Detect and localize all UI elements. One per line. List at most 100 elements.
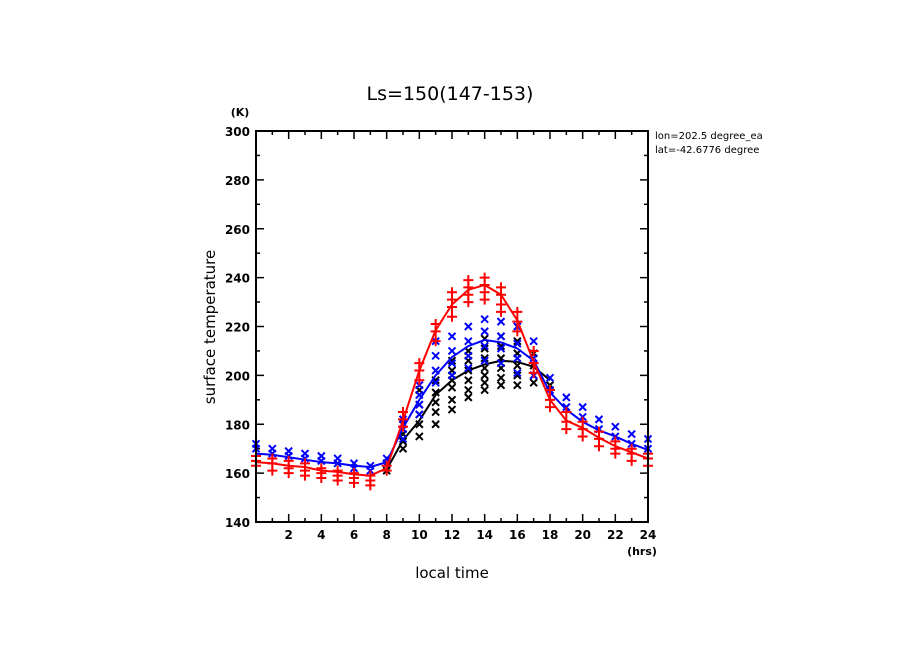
- data-point-red: [594, 441, 604, 452]
- x-tick-label: 8: [382, 528, 390, 542]
- y-tick-label: 200: [225, 369, 250, 383]
- data-point-blue: [513, 368, 522, 378]
- data-point-red: [300, 470, 310, 481]
- data-point-red: [545, 402, 555, 413]
- data-point-blue: [447, 371, 457, 380]
- y-tick-label: 220: [225, 321, 250, 335]
- data-point-blue: [545, 373, 555, 383]
- x-tick-label: 14: [476, 528, 493, 542]
- series-line-blue: [255, 338, 649, 469]
- data-point-red: [512, 306, 523, 317]
- data-point-red: [496, 306, 506, 317]
- data-point-blue: [496, 344, 506, 353]
- data-point-blue: [562, 393, 571, 402]
- data-point-blue: [431, 351, 440, 361]
- data-point-red: [430, 336, 441, 347]
- data-point-red: [365, 480, 376, 491]
- data-point-red: [283, 468, 294, 479]
- data-point-black: [431, 407, 440, 417]
- data-point-black: [464, 376, 473, 385]
- x-tick-label: 10: [411, 528, 428, 542]
- x-tick-label: 4: [317, 528, 325, 542]
- data-point-black: [529, 378, 538, 387]
- data-point-black: [431, 420, 440, 429]
- data-point-blue: [594, 415, 604, 424]
- data-point-blue: [496, 317, 506, 326]
- data-point-red: [316, 473, 327, 484]
- data-point-blue: [464, 336, 473, 346]
- data-point-black: [464, 385, 473, 395]
- data-point-black: [513, 380, 522, 390]
- data-point-red: [561, 407, 572, 418]
- data-point-blue: [529, 336, 538, 346]
- series-line-black: [385, 359, 551, 470]
- chart-title: Ls=150(147-153): [367, 83, 534, 105]
- data-point-blue: [480, 341, 489, 351]
- data-point-red: [349, 477, 359, 488]
- data-point-red: [479, 294, 490, 305]
- x-axis-label: local time: [415, 564, 489, 582]
- y-tick-label: 180: [225, 418, 250, 432]
- data-point-blue: [464, 363, 473, 373]
- data-point-black: [496, 373, 506, 383]
- data-point-blue: [480, 314, 489, 324]
- x-unit-label: (hrs): [627, 545, 657, 558]
- x-tick-label: 16: [509, 528, 526, 542]
- x-tick-label: 18: [542, 528, 559, 542]
- x-tick-label: 20: [574, 528, 591, 542]
- plot-area: [251, 272, 653, 491]
- data-point-blue: [496, 332, 506, 341]
- annotation-lon: lon=202.5 degree_ea: [655, 131, 763, 142]
- data-point-black: [496, 380, 506, 390]
- data-point-black: [513, 336, 522, 346]
- data-point-black: [447, 395, 457, 405]
- data-point-blue: [480, 327, 489, 336]
- data-point-black: [431, 388, 440, 397]
- y-axis-label: surface temperature: [201, 250, 219, 405]
- data-point-blue: [464, 322, 473, 331]
- data-point-blue: [611, 422, 620, 431]
- y-tick-label: 160: [225, 467, 250, 481]
- x-tick-label: 6: [350, 528, 358, 542]
- data-point-black: [513, 371, 522, 380]
- data-point-red: [267, 465, 278, 476]
- data-point-blue: [447, 332, 457, 341]
- data-point-blue: [513, 339, 522, 348]
- data-point-red: [626, 455, 637, 466]
- y-tick-label: 260: [225, 223, 250, 237]
- axis-ticks: 2 4 6 8 10 12 14 16 18 20 22 2414016018020022024026…: [225, 125, 656, 542]
- data-point-red: [561, 424, 572, 435]
- x-tick-label: 22: [607, 528, 624, 542]
- y-tick-label: 240: [225, 272, 250, 286]
- x-tick-label: 2: [284, 528, 292, 542]
- data-point-red: [332, 475, 343, 486]
- data-point-blue: [480, 356, 489, 365]
- x-tick-label: 24: [640, 528, 657, 542]
- data-point-black: [480, 354, 489, 363]
- data-point-blue: [447, 346, 457, 356]
- data-point-red: [577, 431, 588, 442]
- data-point-red: [528, 367, 539, 378]
- data-point-black: [447, 405, 457, 414]
- y-tick-label: 280: [225, 174, 250, 188]
- data-point-blue: [398, 434, 408, 444]
- data-point-black: [447, 383, 457, 392]
- data-point-red: [447, 311, 457, 322]
- data-point-blue: [496, 358, 506, 368]
- data-point-black: [480, 385, 489, 395]
- data-point-black: [480, 378, 489, 387]
- series-blue: [251, 314, 653, 475]
- y-tick-label: 140: [225, 516, 250, 530]
- data-point-blue: [578, 402, 587, 412]
- data-point-blue: [513, 354, 522, 363]
- data-point-black: [464, 393, 473, 402]
- series-line-red: [255, 283, 649, 477]
- data-point-black: [415, 432, 424, 441]
- data-point-blue: [464, 351, 473, 361]
- data-point-black: [480, 371, 489, 380]
- plot-frame: [255, 130, 649, 523]
- data-point-black: [480, 344, 489, 353]
- annotation-lat: lat=-42.6776 degree: [655, 145, 759, 156]
- data-point-red: [463, 297, 474, 308]
